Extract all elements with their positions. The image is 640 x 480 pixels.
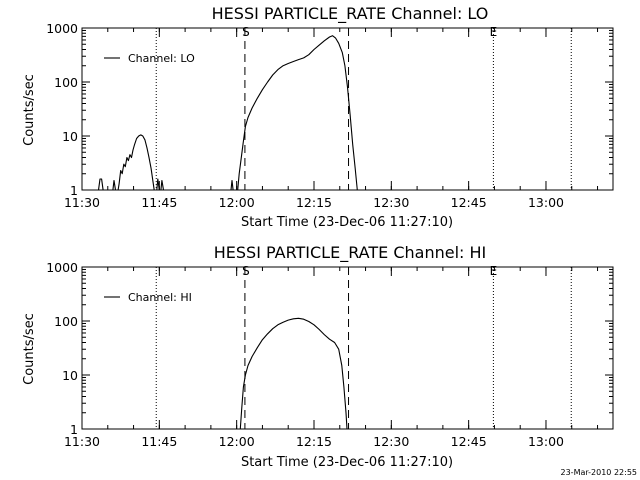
- y-tick-label: 1000: [46, 260, 78, 275]
- x-tick-label: 12:45: [451, 434, 487, 449]
- chart-title: HESSI PARTICLE_RATE Channel: HI: [214, 243, 487, 263]
- series-line-segment: [239, 317, 348, 430]
- marker-label: S: [242, 264, 250, 278]
- y-axis-label: Counts/sec: [22, 74, 37, 146]
- y-tick-label: 10: [62, 368, 78, 383]
- legend-label: Channel: LO: [128, 52, 195, 65]
- series-line-segment: [97, 178, 104, 191]
- y-tick-label: 100: [54, 314, 78, 329]
- x-tick-label: 12:15: [296, 434, 332, 449]
- y-tick-label: 1: [70, 183, 78, 198]
- x-tick-label: 11:45: [141, 434, 177, 449]
- x-tick-label: 11:30: [64, 434, 100, 449]
- series-line-segment: [117, 134, 155, 191]
- chart-title: HESSI PARTICLE_RATE Channel: LO: [212, 4, 489, 24]
- x-tick-label: 12:15: [296, 195, 332, 210]
- marker-label: S: [242, 25, 250, 39]
- x-tick-label: 12:00: [219, 195, 255, 210]
- x-axis-label: Start Time (23-Dec-06 11:27:10): [241, 455, 453, 470]
- series-line-segment: [112, 179, 117, 191]
- x-tick-label: 12:30: [373, 195, 409, 210]
- plot-frame: [81, 266, 614, 430]
- y-tick-label: 10: [62, 129, 78, 144]
- y-axis-label: Counts/sec: [22, 313, 37, 385]
- panel-channel-lo: HESSI PARTICLE_RATE Channel: LO Counts/s…: [22, 4, 614, 230]
- x-tick-label: 12:45: [451, 195, 487, 210]
- series-line-segment: [156, 178, 160, 191]
- x-tick-label: 13:00: [528, 434, 564, 449]
- series-line-segment: [230, 179, 234, 191]
- series-line-segment: [160, 179, 165, 191]
- panel-channel-hi: HESSI PARTICLE_RATE Channel: HI Counts/s…: [22, 243, 614, 470]
- x-axis-label: Start Time (23-Dec-06 11:27:10): [241, 215, 453, 230]
- x-tick-label: 11:30: [64, 195, 100, 210]
- marker-label: E: [490, 264, 498, 278]
- y-tick-label: 1000: [46, 21, 78, 36]
- x-tick-label: 13:00: [528, 195, 564, 210]
- y-tick-label: 100: [54, 75, 78, 90]
- x-tick-label: 12:30: [373, 434, 409, 449]
- x-tick-label: 12:00: [219, 434, 255, 449]
- marker-label: E: [490, 25, 498, 39]
- x-tick-label: 11:45: [141, 195, 177, 210]
- y-tick-label: 1: [70, 422, 78, 437]
- series-line-segment: [237, 35, 358, 191]
- legend-label: Channel: HI: [128, 291, 192, 304]
- plot-frame: [81, 27, 614, 191]
- timestamp-stamp: 23-Mar-2010 22:55: [561, 468, 638, 477]
